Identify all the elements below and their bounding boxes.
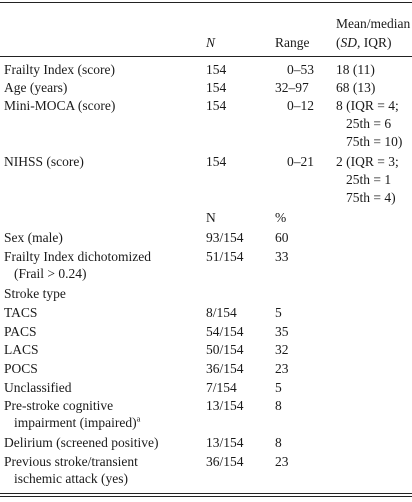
row-label: PACS [4,324,37,339]
row-n: 8/154 [206,305,237,320]
row-label: Age (years) [4,80,68,95]
footnote-marker: a [136,413,141,424]
row-label-line2: (Frail > 0.24) [14,266,87,281]
row-n: 51/154 [206,249,244,264]
row-pct: 8 [275,435,282,450]
subheader-pct: % [275,210,287,225]
header-sd: SD, [340,35,361,50]
row-n: 154 [206,80,227,95]
row-label: Mini-MOCA (score) [4,98,116,113]
table-top-rule [0,2,412,3]
row-pct: 5 [275,305,282,320]
row-pct: 60 [275,230,289,245]
row-label: POCS [4,361,38,376]
row-label: NIHSS (score) [4,154,84,169]
row-pct: 32 [275,342,289,357]
row-pct: 35 [275,324,289,339]
row-n: 50/154 [206,342,244,357]
header-iqr: IQR) [363,35,392,50]
row-range: 0–53 [287,62,314,77]
row-label: LACS [4,342,39,357]
row-value-line3: 75th = 4) [346,190,396,205]
row-value: 68 (13) [336,80,376,95]
row-n: 54/154 [206,324,244,339]
row-label: Previous stroke/transient [4,454,138,469]
row-n: 36/154 [206,454,244,469]
row-label: Stroke type [4,286,66,301]
row-value-line2: 25th = 1 [346,172,392,187]
row-pct: 33 [275,249,289,264]
row-label-line2: impairment (impaired)a [14,413,141,431]
row-n: 154 [206,62,227,77]
row-n: 93/154 [206,230,244,245]
row-value: 2 (IQR = 3; [336,154,399,169]
row-label: Pre-stroke cognitive [4,398,114,413]
row-pct: 23 [275,361,289,376]
row-n: 154 [206,154,227,169]
row-n: 36/154 [206,361,244,376]
header-n: N [206,35,216,50]
row-label: Delirium (screened positive) [4,435,159,450]
row-pct: 5 [275,380,282,395]
row-label: Frailty Index (score) [4,62,115,77]
row-label: Frailty Index dichotomized [4,249,151,264]
row-n: 7/154 [206,380,237,395]
row-pct: 8 [275,398,282,413]
row-value: 18 (11) [336,62,375,77]
header-sd-iqr: (SD, IQR) [336,35,392,50]
row-range: 0–12 [287,98,314,113]
row-value: 8 (IQR = 4; [336,98,399,113]
row-label: Unclassified [4,380,72,395]
row-n: 154 [206,98,227,113]
row-n: 13/154 [206,398,244,413]
header-mean-median: Mean/median [336,16,411,31]
header-rule [0,56,412,57]
header-range: Range [275,35,310,50]
table-bottom-rule-2 [0,496,412,497]
row-value-line2: 25th = 6 [346,116,392,131]
row-pct: 23 [275,454,289,469]
row-label-line2: ischemic attack (yes) [14,471,128,486]
row-label: Sex (male) [4,230,63,245]
row-range: 32–97 [275,80,309,95]
row-value-line3: 75th = 10) [346,134,403,149]
row-label-line2-text: impairment (impaired) [14,415,137,430]
table-bottom-rule [0,493,412,494]
row-label: TACS [4,305,38,320]
row-n: 13/154 [206,435,244,450]
row-range: 0–21 [287,154,314,169]
subheader-n: N [206,210,216,225]
